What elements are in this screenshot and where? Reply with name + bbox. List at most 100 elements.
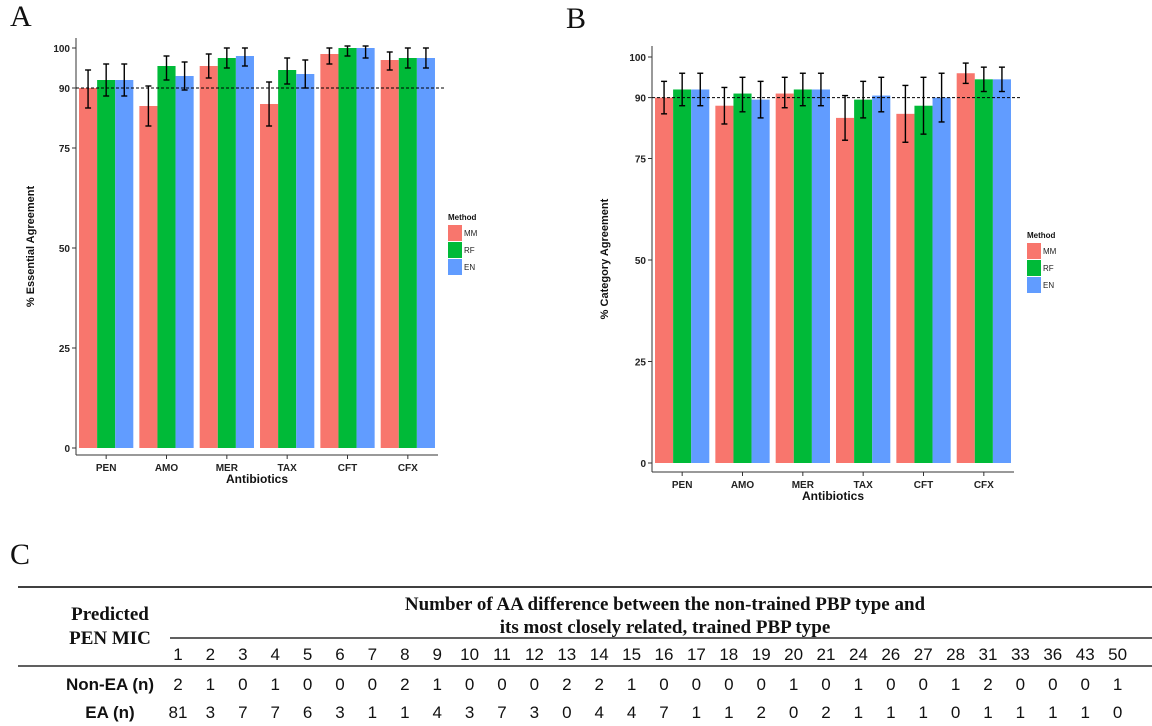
bar-en-tax xyxy=(872,95,891,463)
table-cell: 1 xyxy=(918,703,927,722)
table-cell: 4 xyxy=(627,703,636,722)
bar-rf-pen xyxy=(673,89,692,463)
bar-mm-mer xyxy=(199,66,218,448)
table-cell: 1 xyxy=(854,703,863,722)
bar-rf-cfx xyxy=(398,58,417,448)
column-header: 21 xyxy=(817,645,836,664)
table-cell: 7 xyxy=(238,703,247,722)
x-tick-label-pen: PEN xyxy=(672,480,693,491)
table-cell: 3 xyxy=(465,703,474,722)
table-cell: 1 xyxy=(270,675,279,694)
bar-en-mer xyxy=(811,89,830,463)
pen-mic-table: Predicted PEN MIC Number of AA difference … xyxy=(18,586,1152,722)
table-cell: 0 xyxy=(368,675,377,694)
table-cell: 0 xyxy=(918,675,927,694)
table-cell: 6 xyxy=(303,703,312,722)
bar-mm-cft xyxy=(896,113,915,463)
table-cell: 2 xyxy=(562,675,571,694)
bar-mm-cft xyxy=(320,54,339,448)
column-header: 2 xyxy=(206,645,215,664)
table-cell: 0 xyxy=(789,703,798,722)
bar-en-cfx xyxy=(992,79,1011,463)
panel-c-letter: C xyxy=(10,538,31,571)
legend-title: Method xyxy=(448,213,477,222)
bar-rf-amo xyxy=(157,66,176,448)
column-header: 18 xyxy=(719,645,738,664)
column-header: 50 xyxy=(1108,645,1127,664)
row-label: Non-EA (n) xyxy=(66,675,154,694)
column-header: 4 xyxy=(270,645,279,664)
legend-swatch-en xyxy=(1027,277,1041,293)
table-cell: 0 xyxy=(1113,703,1122,722)
column-header: 15 xyxy=(622,645,641,664)
bar-mm-tax xyxy=(260,104,279,448)
x-axis-title: Antibiotics xyxy=(802,489,864,503)
table-cell: 0 xyxy=(886,675,895,694)
bar-en-cft xyxy=(932,97,951,463)
bar-mm-cfx xyxy=(380,60,399,448)
table-cell: 1 xyxy=(1048,703,1057,722)
x-axis-title: Antibiotics xyxy=(226,472,288,486)
x-tick-label-cfx: CFX xyxy=(398,463,418,474)
column-header: 11 xyxy=(493,645,511,664)
table-cell: 0 xyxy=(1080,675,1089,694)
table-cell: 1 xyxy=(1016,703,1025,722)
column-header: 17 xyxy=(687,645,706,664)
bar-rf-tax xyxy=(278,70,297,448)
bar-en-amo xyxy=(751,99,770,463)
table-cell: 0 xyxy=(659,675,668,694)
y-tick-label: 90 xyxy=(635,94,647,105)
bar-mm-mer xyxy=(775,93,794,463)
column-header: 20 xyxy=(784,645,803,664)
bar-rf-mer xyxy=(217,58,236,448)
y-axis-title: % Essential Agreement xyxy=(25,186,37,308)
y-tick-label: 90 xyxy=(59,84,71,95)
legend-label-en: EN xyxy=(1043,281,1054,290)
table-cell: 81 xyxy=(169,703,188,722)
table-cell: 0 xyxy=(951,703,960,722)
legend-label-en: EN xyxy=(464,263,475,272)
y-tick-label: 100 xyxy=(53,44,70,55)
column-header: 12 xyxy=(525,645,544,664)
table-cell: 7 xyxy=(270,703,279,722)
bar-rf-pen xyxy=(97,80,116,448)
y-tick-label: 0 xyxy=(64,444,70,455)
column-group-title-1: Number of AA difference between the non-… xyxy=(405,594,926,615)
table-cell: 0 xyxy=(530,675,539,694)
table-cell: 1 xyxy=(983,703,992,722)
column-header: 1 xyxy=(173,645,182,664)
table-cell: 7 xyxy=(497,703,506,722)
legend-label-rf: RF xyxy=(464,246,475,255)
x-tick-label-tax: TAX xyxy=(278,463,298,474)
bar-en-mer xyxy=(235,56,254,448)
category-agreement-chart: 0 25 50 75 90 100 PEN AMO MER TAX CFT CFX Antibiotic… xyxy=(599,46,1057,503)
table-cell: 0 xyxy=(497,675,506,694)
bar-rf-amo xyxy=(733,93,752,463)
table-cell: 1 xyxy=(886,703,895,722)
legend-label-mm: MM xyxy=(464,229,478,238)
x-tick-label-tax: TAX xyxy=(854,480,874,491)
table-cell: 0 xyxy=(1016,675,1025,694)
table-cell: 2 xyxy=(594,675,603,694)
table-cell: 7 xyxy=(659,703,668,722)
column-header: 16 xyxy=(655,645,674,664)
column-header: 3 xyxy=(238,645,247,664)
bar-mm-pen xyxy=(79,88,98,448)
table-cell: 2 xyxy=(756,703,765,722)
table-cell: 3 xyxy=(206,703,215,722)
table-cell: 2 xyxy=(173,675,182,694)
column-header: 33 xyxy=(1011,645,1030,664)
table-cell: 3 xyxy=(335,703,344,722)
bar-en-tax xyxy=(296,74,315,448)
table-cell: 1 xyxy=(400,703,409,722)
bar-en-pen xyxy=(691,89,710,463)
bar-rf-cft xyxy=(338,48,357,448)
column-header: 8 xyxy=(400,645,409,664)
bar-en-cfx xyxy=(416,58,435,448)
column-header: 36 xyxy=(1043,645,1062,664)
table-cell: 0 xyxy=(562,703,571,722)
table-cell: 4 xyxy=(594,703,603,722)
legend-swatch-rf xyxy=(1027,260,1041,276)
table-cell: 2 xyxy=(983,675,992,694)
table-cell: 0 xyxy=(335,675,344,694)
